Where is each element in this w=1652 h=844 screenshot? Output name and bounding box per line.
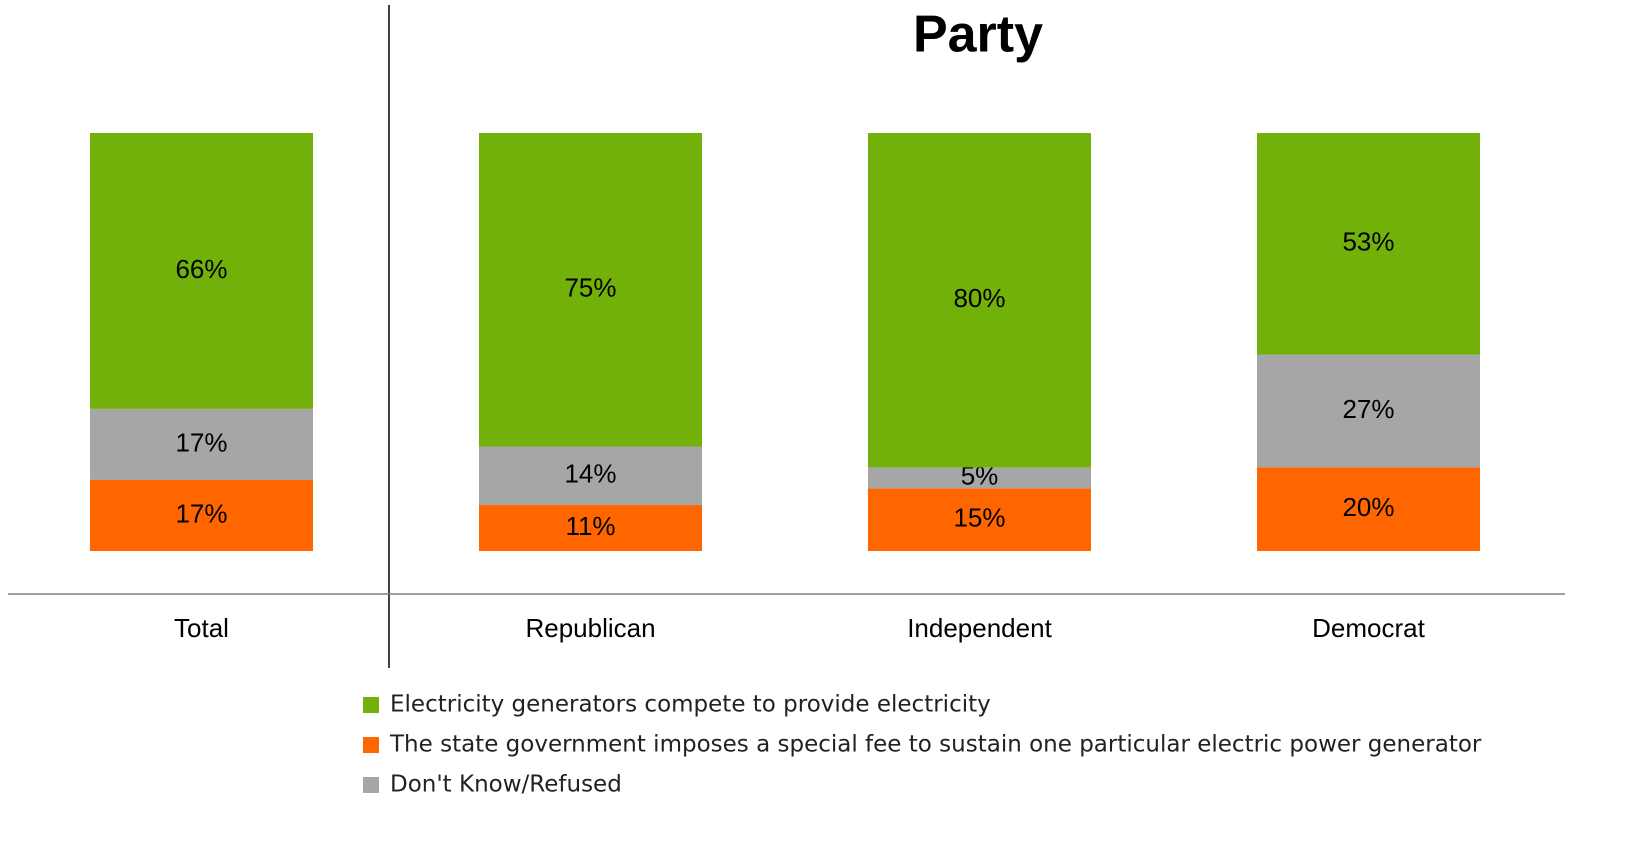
data-label: 66% — [175, 254, 227, 284]
bar-segment — [479, 133, 702, 447]
data-label: 53% — [1342, 227, 1394, 257]
data-label: 17% — [175, 498, 227, 528]
chart-title: Party — [913, 6, 1043, 64]
data-label: 75% — [564, 273, 616, 303]
data-label: 11% — [565, 511, 615, 541]
x-tick-label: Republican — [525, 613, 655, 643]
bar-segment — [479, 505, 702, 551]
data-label: 15% — [953, 503, 1005, 533]
x-tick-label: Democrat — [1312, 613, 1425, 643]
bar-segment — [1257, 467, 1480, 551]
bar-segment — [90, 479, 313, 551]
legend-label: Electricity generators compete to provid… — [390, 692, 991, 718]
bar-segment — [479, 446, 702, 506]
data-label: 14% — [564, 459, 616, 489]
bar-segment — [868, 467, 1091, 489]
legend-label: The state government imposes a special f… — [389, 732, 1482, 758]
bar-segment — [1257, 133, 1480, 355]
data-label: 80% — [953, 283, 1005, 313]
legend-swatch — [363, 737, 379, 753]
bar-segment — [868, 488, 1091, 551]
data-label: 27% — [1342, 394, 1394, 424]
data-label: 20% — [1342, 492, 1394, 522]
x-tick-label: Total — [174, 613, 229, 643]
legend-swatch — [363, 777, 379, 793]
legend-swatch — [363, 697, 379, 713]
data-label: 17% — [175, 427, 227, 457]
bar-segment — [868, 133, 1091, 468]
bar-segment — [1257, 354, 1480, 468]
x-tick-label: Independent — [907, 613, 1052, 643]
bar-segment — [90, 408, 313, 480]
legend-label: Don't Know/Refused — [390, 772, 622, 798]
bar-segment — [90, 133, 313, 409]
